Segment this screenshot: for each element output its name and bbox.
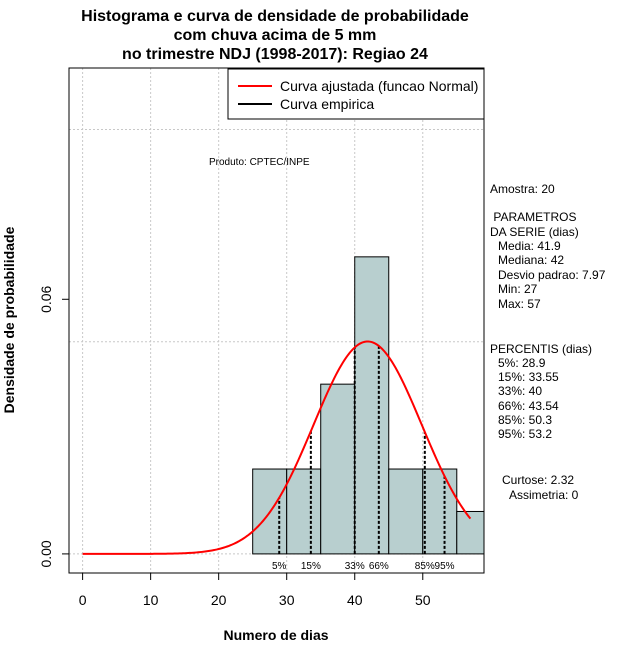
- percentile-15: 15%: 33.55: [498, 370, 559, 384]
- histogram-bar: [354, 256, 390, 555]
- y-axis-title: Densidade de probabilidade: [1, 226, 17, 413]
- percentile-label-85: 85%: [415, 561, 435, 572]
- histogram-bar: [286, 468, 322, 555]
- x-tick-label: 0: [79, 592, 87, 608]
- x-axis-title: Numero de dias: [223, 627, 328, 643]
- x-tick-label: 50: [415, 592, 431, 608]
- chart-title-line-3: no trimestre NDJ (1998-2017): Regiao 24: [122, 46, 428, 63]
- param-mean: Media: 41.9: [498, 239, 561, 253]
- percentile-66: 66%: 43.54: [498, 399, 559, 413]
- percentile-label-95: 95%: [435, 561, 455, 572]
- parameters-header-1: PARAMETROS: [490, 210, 576, 224]
- percentile-85: 85%: 50.3: [498, 413, 552, 427]
- percentile-label-66: 66%: [369, 561, 389, 572]
- x-tick-label: 20: [211, 592, 227, 608]
- histogram-bar: [422, 468, 458, 555]
- legend: Curva ajustada (funcao Normal) Curva emp…: [227, 68, 485, 120]
- x-tick-label: 40: [347, 592, 363, 608]
- y-tick-label: 0.00: [38, 540, 54, 567]
- x-axis: 0 10 20 30 40 50: [79, 572, 431, 608]
- param-median: Mediana: 42: [498, 253, 564, 267]
- percentile-label-15: 15%: [301, 561, 321, 572]
- y-tick-label: 0.06: [38, 285, 54, 312]
- fitted-normal-curve: [82, 340, 472, 555]
- chart-title-line-1: Histograma e curva de densidade de proba…: [81, 8, 469, 25]
- percentiles-header: PERCENTIS (dias): [490, 342, 592, 356]
- percentile-33: 33%: 40: [498, 384, 542, 398]
- chart-title-line-2: com chuva acima de 5 mm: [174, 27, 377, 44]
- x-tick-label: 30: [279, 592, 295, 608]
- histogram-bar: [320, 383, 356, 555]
- credit-text: Produto: CPTEC/INPE: [209, 157, 310, 168]
- histogram-bar: [388, 468, 424, 555]
- parameters-header-2: DA SERIE (dias): [490, 225, 579, 239]
- legend-empirical-label: Curva empirica: [280, 96, 374, 112]
- histogram-bars: [252, 256, 485, 555]
- legend-box: [227, 68, 485, 120]
- statistics-panel: Amostra: 20 PARAMETROS DA SERIE (dias) M…: [490, 182, 606, 502]
- percentile-lines: [278, 345, 446, 554]
- percentile-95: 95%: 53.2: [498, 427, 552, 441]
- percentile-label-33: 33%: [345, 561, 365, 572]
- percentile-label-5: 5%: [272, 561, 287, 572]
- legend-fitted-label: Curva ajustada (funcao Normal): [280, 78, 478, 94]
- sample-size: Amostra: 20: [490, 182, 555, 196]
- kurtosis: Curtose: 2.32: [502, 473, 574, 487]
- percentile-labels: 5% 15% 33% 66% 85% 95%: [272, 561, 455, 572]
- param-min: Min: 27: [498, 282, 538, 296]
- skewness: Assimetria: 0: [509, 488, 579, 502]
- percentile-5: 5%: 28.9: [498, 356, 546, 370]
- y-axis: 0.00 0.06: [38, 285, 69, 568]
- param-sd: Desvio padrao: 7.97: [498, 268, 606, 282]
- x-tick-label: 10: [143, 592, 159, 608]
- param-max: Max: 57: [498, 297, 541, 311]
